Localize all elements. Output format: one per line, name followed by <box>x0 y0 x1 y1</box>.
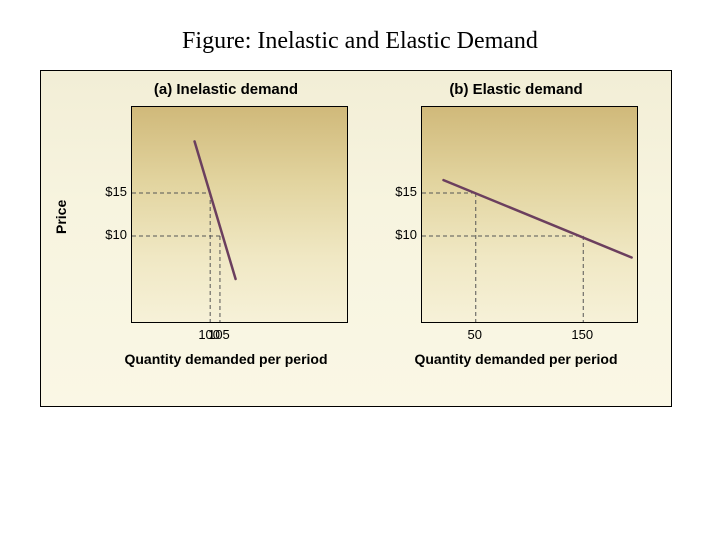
page-root: Figure: Inelastic and Elastic Demand Pri… <box>0 0 720 540</box>
panel-a-title: (a) Inelastic demand <box>91 81 361 98</box>
chart-inelastic <box>131 106 348 323</box>
x-axis-label-a: Quantity demanded per period <box>91 351 361 367</box>
figure-title: Figure: Inelastic and Elastic Demand <box>0 28 720 55</box>
chart-inelastic-svg <box>132 107 347 322</box>
figure-frame: Price (a) Inelastic demand $15 $10 100 1… <box>40 70 672 407</box>
x-axis-label-b: Quantity demanded per period <box>381 351 651 367</box>
panel-inelastic: (a) Inelastic demand $15 $10 100 105 Qua… <box>91 71 361 406</box>
xtick-b-50: 50 <box>457 327 493 342</box>
xtick-a-105: 105 <box>201 327 237 342</box>
ytick-a-15: $15 <box>91 184 127 199</box>
xtick-b-150: 150 <box>564 327 600 342</box>
panel-b-title: (b) Elastic demand <box>381 81 651 98</box>
panel-elastic: (b) Elastic demand $15 $10 50 150 Quanti… <box>381 71 651 406</box>
chart-elastic-svg <box>422 107 637 322</box>
ytick-b-15: $15 <box>381 184 417 199</box>
ytick-a-10: $10 <box>91 227 127 242</box>
ytick-b-10: $10 <box>381 227 417 242</box>
y-axis-label-price: Price <box>53 184 69 234</box>
chart-elastic <box>421 106 638 323</box>
